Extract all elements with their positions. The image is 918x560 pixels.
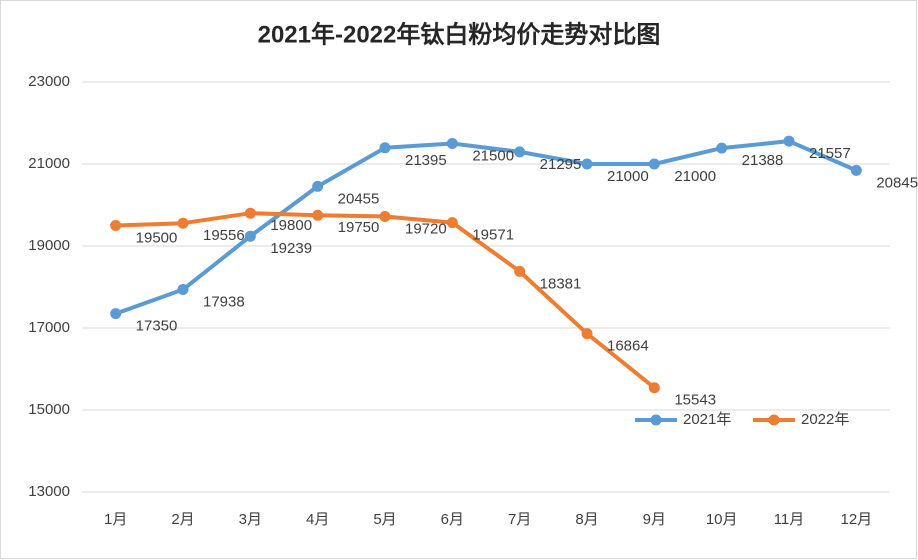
point [514,146,526,158]
point [110,308,122,320]
data-label: 21500 [472,147,514,164]
x-tick-label: 1月 [104,511,127,528]
point [648,382,660,394]
data-label: 19750 [338,219,380,236]
legend-label: 2022年 [801,411,849,428]
x-tick-label: 3月 [239,511,262,528]
legend-marker [768,414,780,426]
x-tick-label: 7月 [508,511,531,528]
y-tick-label: 23000 [28,73,70,90]
point [850,164,862,176]
data-label: 19800 [270,217,312,234]
point [783,135,795,147]
point [379,210,391,222]
data-label: 20455 [338,190,380,207]
x-tick-label: 5月 [373,511,396,528]
y-tick-label: 13000 [28,483,70,500]
data-label: 19500 [136,229,178,246]
point [446,138,458,149]
data-label: 21388 [742,152,784,169]
y-tick-label: 15000 [28,401,70,418]
data-label: 17350 [136,318,178,335]
point [244,230,256,242]
x-tick-label: 9月 [643,511,666,528]
data-label: 21000 [607,168,649,185]
data-label: 19556 [203,227,245,244]
x-tick-label: 8月 [575,511,598,528]
y-tick-label: 21000 [28,155,70,172]
data-label: 21295 [540,156,582,173]
point [244,207,256,219]
data-label: 21395 [405,152,447,169]
point [177,284,189,296]
data-label: 21557 [809,145,851,162]
data-label: 16864 [607,338,649,355]
data-label: 15543 [674,392,716,409]
x-tick-label: 10月 [706,511,738,528]
point [648,158,660,170]
point [446,217,458,229]
point [581,158,593,170]
data-label: 20845 [876,174,918,191]
x-tick-label: 6月 [441,511,464,528]
legend-marker [650,414,662,426]
data-label: 21000 [674,168,716,185]
legend-label: 2021年 [683,411,731,428]
series-line [113,139,859,316]
point [177,217,189,229]
x-tick-label: 2月 [171,511,194,528]
point [581,328,593,340]
x-tick-label: 12月 [840,511,872,528]
y-tick-label: 17000 [28,319,70,336]
point [716,142,728,154]
point [312,209,324,221]
point [379,142,391,154]
x-tick-label: 11月 [774,511,805,528]
point [514,265,526,277]
data-label: 19720 [405,220,447,237]
point [110,220,122,231]
data-label: 19571 [472,227,514,244]
data-label: 19239 [270,240,312,257]
x-tick-label: 4月 [306,511,329,528]
data-label: 17938 [203,294,245,311]
chart-title: 2021年-2022年钛白粉均价走势对比图 [258,20,661,48]
data-label: 18381 [540,275,582,292]
y-tick-label: 19000 [28,237,70,254]
point [312,180,324,192]
